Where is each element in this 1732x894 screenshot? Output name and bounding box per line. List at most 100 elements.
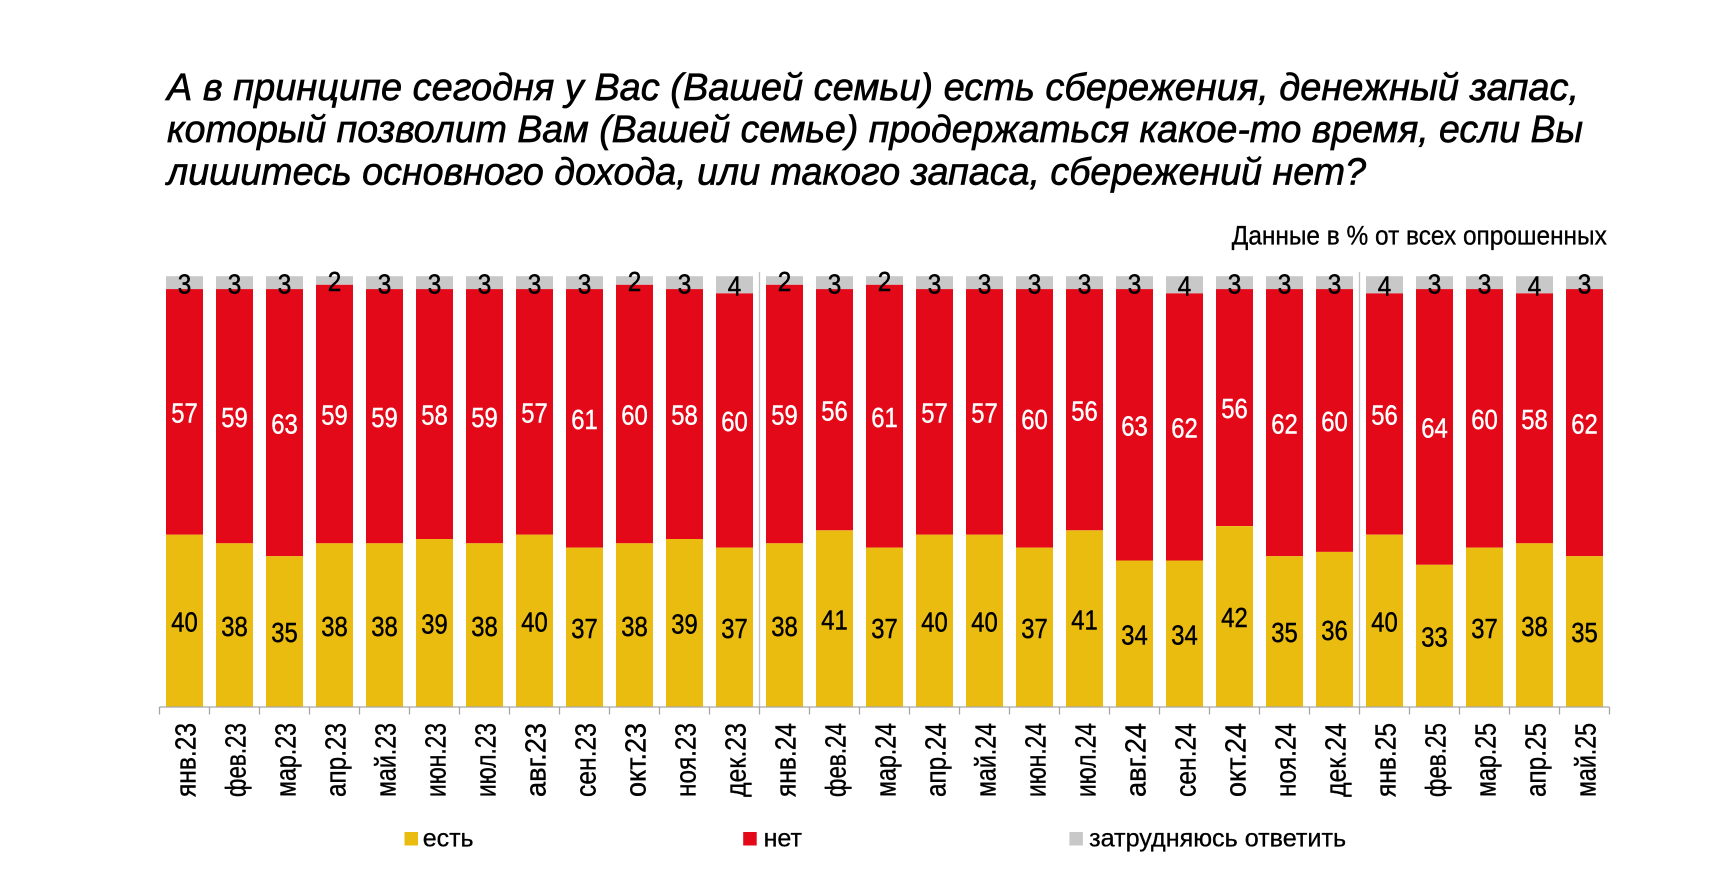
svg-text:2: 2 [628,266,642,297]
svg-text:40: 40 [1371,607,1398,638]
svg-text:33: 33 [1421,622,1448,653]
svg-text:60: 60 [621,400,648,431]
svg-text:мар.24: мар.24 [871,723,903,797]
svg-text:62: 62 [1571,408,1598,439]
svg-text:3: 3 [428,268,442,299]
svg-text:3: 3 [478,268,492,299]
svg-text:ноя.23: ноя.23 [671,723,703,797]
svg-text:сен.24: сен.24 [1171,723,1203,797]
svg-text:37: 37 [1021,613,1048,644]
svg-text:3: 3 [1078,268,1092,299]
svg-text:58: 58 [421,400,448,431]
svg-text:фев.25: фев.25 [1421,723,1453,797]
svg-text:А в принципе сегодня у Вас (Ва: А в принципе сегодня у Вас (Вашей семьи)… [165,67,1579,109]
svg-text:38: 38 [771,611,798,642]
svg-text:56: 56 [821,395,848,426]
svg-text:3: 3 [178,268,192,299]
svg-text:янв.25: янв.25 [1371,723,1403,797]
svg-text:39: 39 [421,609,448,640]
svg-text:3: 3 [278,268,292,299]
svg-text:сен.23: сен.23 [571,723,603,797]
svg-text:62: 62 [1271,408,1298,439]
svg-text:Данные в % от всех опрошенных: Данные в % от всех опрошенных [1232,220,1607,250]
svg-text:3: 3 [1028,268,1042,299]
svg-text:39: 39 [671,609,698,640]
svg-text:59: 59 [321,400,348,431]
svg-text:3: 3 [228,268,242,299]
svg-text:затрудняюсь ответить: затрудняюсь ответить [1089,825,1346,853]
svg-text:63: 63 [271,408,298,439]
svg-text:янв.23: янв.23 [171,723,203,797]
svg-text:59: 59 [371,402,398,433]
svg-text:май.23: май.23 [371,723,403,797]
svg-text:61: 61 [571,404,598,435]
svg-text:май.24: май.24 [971,723,1003,797]
svg-text:58: 58 [671,400,698,431]
svg-text:3: 3 [578,268,592,299]
svg-text:37: 37 [1471,613,1498,644]
svg-text:июл.23: июл.23 [471,723,503,797]
svg-text:янв.24: янв.24 [771,723,803,797]
svg-text:64: 64 [1421,413,1448,444]
svg-text:35: 35 [1271,617,1298,648]
svg-text:авг.23: авг.23 [521,723,553,797]
svg-text:май.25: май.25 [1571,723,1603,797]
svg-text:2: 2 [778,266,792,297]
svg-text:36: 36 [1321,615,1348,646]
svg-text:4: 4 [1178,270,1192,301]
svg-text:42: 42 [1221,602,1248,633]
svg-text:3: 3 [1278,268,1292,299]
svg-text:38: 38 [321,611,348,642]
svg-text:38: 38 [471,611,498,642]
svg-text:38: 38 [221,611,248,642]
svg-text:июн.23: июн.23 [421,723,453,797]
svg-text:3: 3 [1478,268,1492,299]
svg-text:41: 41 [821,604,848,635]
svg-text:3: 3 [1328,268,1342,299]
svg-text:59: 59 [471,402,498,433]
svg-text:58: 58 [1521,404,1548,435]
svg-text:который позволит Вам (Вашей се: который позволит Вам (Вашей семье) проде… [167,109,1583,151]
svg-text:62: 62 [1171,413,1198,444]
svg-text:дек.23: дек.23 [721,723,753,797]
svg-text:35: 35 [1571,617,1598,648]
svg-text:фев.23: фев.23 [221,723,253,797]
svg-text:3: 3 [1228,268,1242,299]
svg-text:ноя.24: ноя.24 [1271,723,1303,797]
svg-text:есть: есть [423,825,474,853]
svg-text:июл.24: июл.24 [1071,723,1103,797]
svg-text:окт.23: окт.23 [621,723,653,797]
svg-text:фев.24: фев.24 [821,723,853,797]
svg-text:61: 61 [871,402,898,433]
svg-text:4: 4 [1528,270,1542,301]
svg-text:34: 34 [1121,619,1148,650]
svg-text:37: 37 [571,613,598,644]
svg-text:3: 3 [828,268,842,299]
svg-text:мар.25: мар.25 [1471,723,1503,797]
svg-text:3: 3 [378,268,392,299]
svg-text:апр.24: апр.24 [921,723,953,797]
svg-text:нет: нет [764,825,803,853]
svg-text:3: 3 [678,268,692,299]
svg-text:3: 3 [1578,268,1592,299]
svg-text:57: 57 [971,398,998,429]
svg-text:38: 38 [371,611,398,642]
svg-text:60: 60 [1021,404,1048,435]
svg-text:окт.24: окт.24 [1221,723,1253,797]
svg-text:лишитесь основного дохода, или: лишитесь основного дохода, или такого за… [165,151,1367,193]
svg-text:3: 3 [1428,268,1442,299]
svg-text:2: 2 [328,266,342,297]
svg-text:60: 60 [1321,406,1348,437]
svg-text:2: 2 [878,266,892,297]
svg-text:40: 40 [171,607,198,638]
svg-text:35: 35 [271,617,298,648]
svg-text:дек.24: дек.24 [1321,723,1353,797]
svg-text:56: 56 [1371,400,1398,431]
svg-text:3: 3 [528,268,542,299]
svg-text:57: 57 [921,398,948,429]
svg-text:57: 57 [521,398,548,429]
svg-text:63: 63 [1121,411,1148,442]
svg-text:57: 57 [171,398,198,429]
svg-text:37: 37 [871,613,898,644]
svg-text:56: 56 [1071,395,1098,426]
